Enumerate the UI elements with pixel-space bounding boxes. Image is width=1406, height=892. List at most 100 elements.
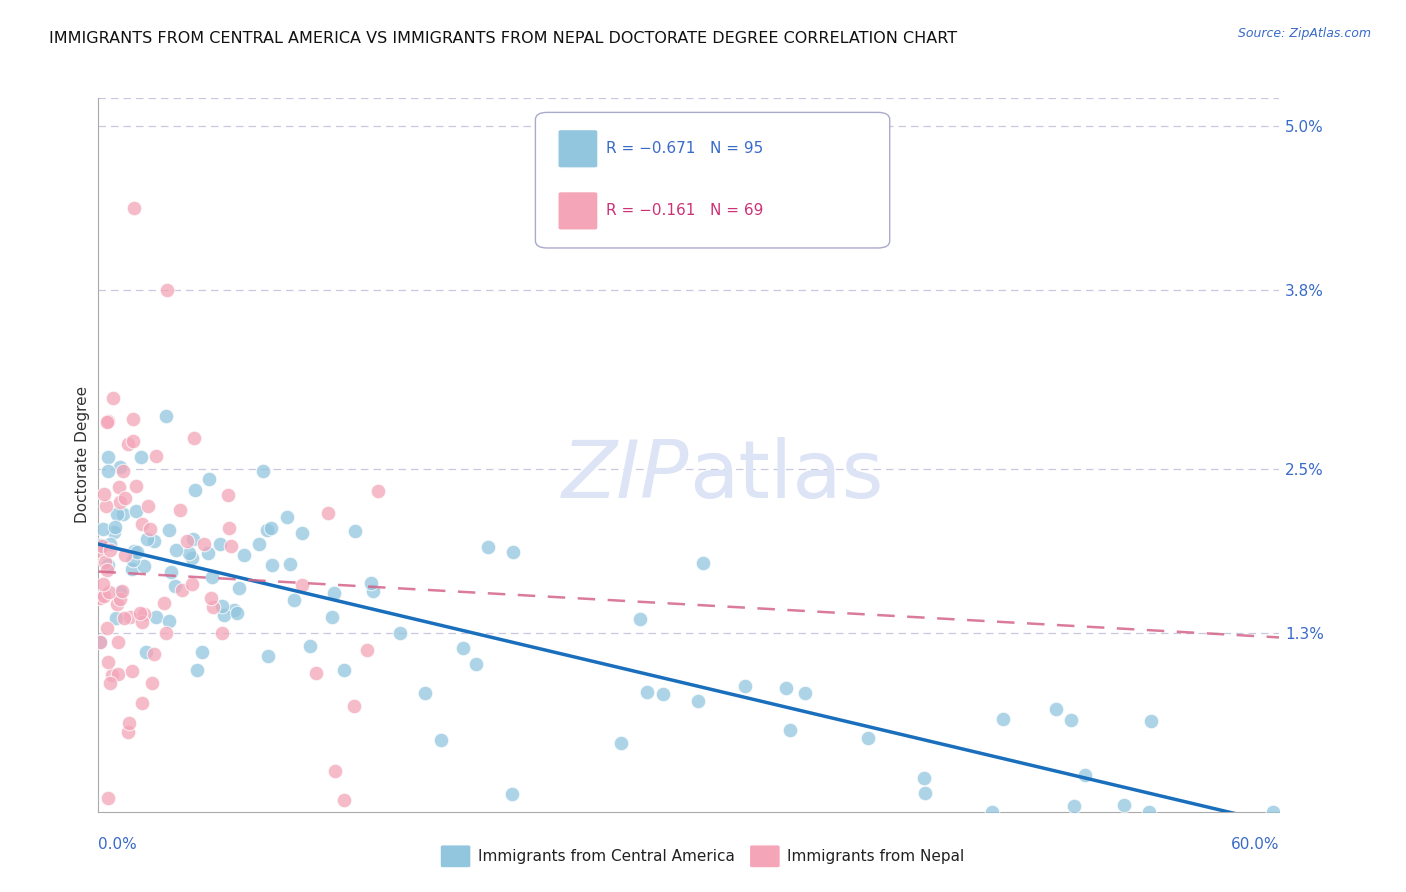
Point	[166, 543, 188, 558]
Point	[260, 558, 283, 573]
Point	[97, 791, 120, 805]
Point	[111, 584, 134, 599]
Point	[734, 679, 756, 693]
Point	[343, 524, 366, 538]
Point	[135, 645, 157, 659]
Point	[636, 684, 658, 698]
Point	[980, 805, 1002, 819]
Point	[224, 603, 246, 617]
Point	[1063, 798, 1085, 813]
Point	[97, 558, 120, 572]
Point	[256, 523, 278, 537]
Point	[249, 537, 271, 551]
Point	[110, 584, 132, 599]
Point	[155, 626, 177, 640]
FancyBboxPatch shape	[558, 129, 598, 168]
Point	[112, 611, 135, 625]
Point	[122, 201, 145, 215]
Point	[219, 539, 242, 553]
Text: ZIP: ZIP	[561, 437, 689, 516]
Point	[96, 621, 118, 635]
Point	[856, 731, 879, 745]
Point	[181, 577, 204, 591]
Point	[209, 536, 232, 550]
Point	[134, 559, 156, 574]
Point	[214, 608, 236, 623]
Point	[138, 499, 160, 513]
Point	[96, 450, 118, 465]
Point	[89, 635, 111, 649]
Point	[89, 544, 111, 558]
Point	[201, 570, 224, 584]
Text: 0.0%: 0.0%	[98, 837, 138, 852]
Point	[333, 664, 356, 678]
Point	[157, 614, 180, 628]
Point	[211, 626, 233, 640]
Point	[305, 666, 328, 681]
Point	[184, 483, 207, 497]
Point	[112, 507, 135, 521]
Point	[332, 793, 354, 807]
Point	[775, 681, 797, 696]
Point	[114, 491, 136, 506]
Text: atlas: atlas	[689, 437, 883, 516]
Point	[323, 586, 346, 600]
Point	[1114, 797, 1136, 812]
Point	[232, 548, 254, 562]
Point	[360, 575, 382, 590]
Point	[165, 579, 187, 593]
Point	[177, 546, 200, 560]
Point	[122, 553, 145, 567]
Point	[191, 645, 214, 659]
Point	[89, 591, 111, 605]
Text: Immigrants from Nepal: Immigrants from Nepal	[787, 849, 965, 863]
Point	[914, 786, 936, 800]
Point	[120, 609, 142, 624]
Point	[94, 555, 117, 569]
Text: R = −0.671   N = 95: R = −0.671 N = 95	[606, 141, 763, 156]
Point	[321, 609, 343, 624]
Point	[160, 565, 183, 579]
Point	[156, 283, 179, 297]
Point	[128, 606, 150, 620]
Text: R = −0.161   N = 69: R = −0.161 N = 69	[606, 203, 763, 219]
Point	[211, 599, 233, 613]
Point	[98, 537, 121, 551]
Point	[1140, 714, 1163, 728]
Point	[464, 657, 486, 671]
Point	[197, 546, 219, 560]
FancyBboxPatch shape	[558, 192, 598, 230]
Point	[686, 694, 709, 708]
Point	[93, 576, 115, 591]
Point	[912, 771, 935, 785]
Point	[108, 460, 131, 475]
Point	[415, 686, 437, 700]
Point	[153, 596, 176, 610]
Point	[105, 597, 128, 611]
Point	[103, 391, 125, 405]
Point	[91, 539, 114, 553]
Point	[1059, 714, 1081, 728]
Point	[108, 592, 131, 607]
Point	[155, 409, 177, 424]
Point	[180, 551, 202, 566]
Point	[628, 612, 651, 626]
Point	[779, 723, 801, 738]
Point	[121, 562, 143, 576]
Point	[1137, 805, 1160, 819]
Point	[169, 503, 191, 517]
Point	[125, 479, 148, 493]
Point	[132, 607, 155, 621]
Point	[252, 464, 274, 478]
Point	[89, 538, 111, 552]
Point	[118, 716, 141, 731]
Point	[172, 583, 194, 598]
Point	[96, 499, 118, 513]
Point	[291, 578, 314, 592]
Point	[453, 641, 475, 656]
Point	[117, 437, 139, 451]
Point	[1073, 768, 1095, 782]
Point	[105, 507, 128, 521]
Point	[97, 655, 120, 669]
Point	[218, 521, 240, 535]
